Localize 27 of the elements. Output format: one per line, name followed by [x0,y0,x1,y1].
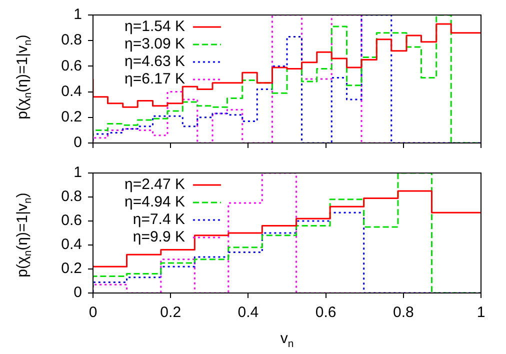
y-tick-label: 0 [74,284,82,302]
legend-label: η=1.54 K [124,18,185,36]
y-tick-label: 0.8 [61,32,82,49]
y-tick-label: 0.4 [61,236,82,254]
x-tick-label: 0.6 [315,304,336,322]
x-axis-title: v$_{n}$ [280,330,294,350]
x-tick-label: 0 [88,304,98,322]
legend-label: η=6.17 K [124,70,185,88]
legend-label: η=7.4 K [132,211,185,228]
legend-label: η=3.09 K [124,36,185,53]
y-tick-label: 0.6 [61,57,82,74]
x-tick-label: 0.2 [160,304,182,322]
legend-label: η=4.63 K [124,53,185,70]
x-tick-label: 0.4 [238,304,259,322]
x-tick-label: 0.8 [392,304,414,322]
y-tick-label: 0.6 [61,212,82,230]
y-tick-label: 0.2 [61,260,82,278]
legend-label: η=4.94 K [124,194,185,211]
y-tick-label: 0 [74,134,82,152]
legend-label: η=9.9 K [132,228,185,246]
y-tick-label: 0.4 [61,82,82,100]
y-tick-label: 0.2 [61,108,82,126]
y-tick-label: 1 [74,164,82,182]
x-tick-label: 1 [476,304,486,322]
legend-label: η=2.47 K [124,176,185,194]
y-tick-label: 1 [74,6,82,24]
y-tick-label: 0.8 [61,188,82,206]
